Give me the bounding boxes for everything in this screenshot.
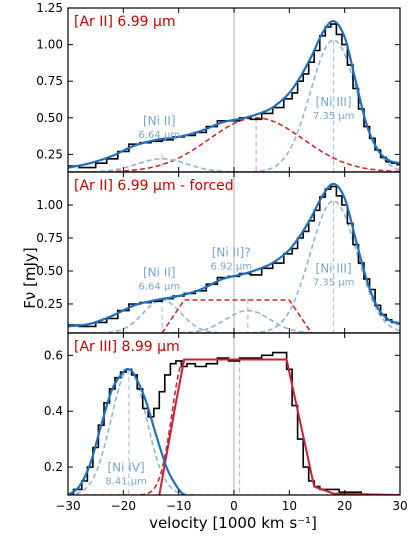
total-fit [68,367,185,495]
line-label-ni2: [Ni II] [143,265,176,279]
y-tick-label: 1.00 [36,198,63,212]
y-tick-label: 0.25 [36,147,63,161]
line-label-wavelength-ni4: 8.41 μm [105,476,147,487]
gaussian-component-2 [68,39,400,172]
line-label-wavelength-ni2q: 6.92 μm [210,261,252,272]
data-spectrum [68,185,400,328]
panel-plot-area [68,8,400,172]
x-tick-label: 30 [392,499,407,513]
data-spectrum [68,23,400,169]
y-tick-label: 0.75 [36,74,63,88]
y-tick-label: 1.00 [36,38,63,52]
line-label-wavelength-ni3: 7.35 μm [313,111,355,122]
line-label-wavelength-ni2: 6.64 μm [139,281,181,292]
total-fit [68,182,400,328]
ar-total-fit [158,358,400,495]
y-tick-label: 0.4 [44,404,63,418]
y-tick-label: 0.50 [36,111,63,125]
panel-1: [Ni II] 6.64 μm [Ni III] 7.35 μm [Ar II] 6.9… [36,1,401,173]
x-tick-label: −30 [55,499,80,513]
line-label-ni2: [Ni II] [143,114,176,128]
panel-3: [Ni IV] 8.41 μm [Ar III] 8.99 μm 0.2 0.4 0.6 −… [44,332,408,513]
line-label-ni3: [Ni III] [316,261,352,275]
y-tick-label: 0.50 [36,264,63,278]
y-tick-label: 0.75 [36,231,63,245]
total-fit [68,20,400,169]
x-tick-label: 10 [282,499,297,513]
y-tick-label: 1.25 [36,1,63,15]
x-tick-label: −10 [166,499,191,513]
gaussian-component-0 [68,368,400,495]
panel-plot-area [68,333,400,495]
panels: [Ni II] 6.64 μm [Ni III] 7.35 μm [Ar II] 6.9… [36,1,407,513]
x-tick-label: −20 [111,499,136,513]
x-tick-label: 0 [230,499,238,513]
gaussian-component-1 [68,358,185,495]
y-tick-label: 0.25 [36,297,63,311]
panel-title: [Ar III] 8.99 μm [74,339,180,355]
y-tick-label: 0.2 [44,460,63,474]
panel-title: [Ar II] 6.99 μm [74,14,176,30]
gaussian-component-2 [68,200,400,333]
y-axis-label: Fν [mJy] [21,247,39,308]
line-label-wavelength-ni2: 6.64 μm [139,130,181,141]
panel-plot-area [68,172,400,333]
gaussian-component-0 [68,117,400,172]
x-axis-label: velocity [1000 km s⁻¹] [149,514,317,532]
panel-2: [Ni II] 6.64 μm [Ni II]? 6.92 μm [Ni III] 7.3… [36,171,401,334]
panel-title: [Ar II] 6.99 μm - forced [74,178,234,194]
x-tick-label: 20 [337,499,352,513]
ar-trapezoid-component [161,299,313,333]
line-label-wavelength-ni3: 7.35 μm [313,277,355,288]
y-tick-label: 0.6 [44,348,63,362]
line-label-ni4: [Ni IV] [107,460,144,474]
line-label-ni2q: [Ni II]? [212,245,251,259]
gaussian-component-1 [68,309,400,333]
line-label-ni3: [Ni III] [316,95,352,109]
